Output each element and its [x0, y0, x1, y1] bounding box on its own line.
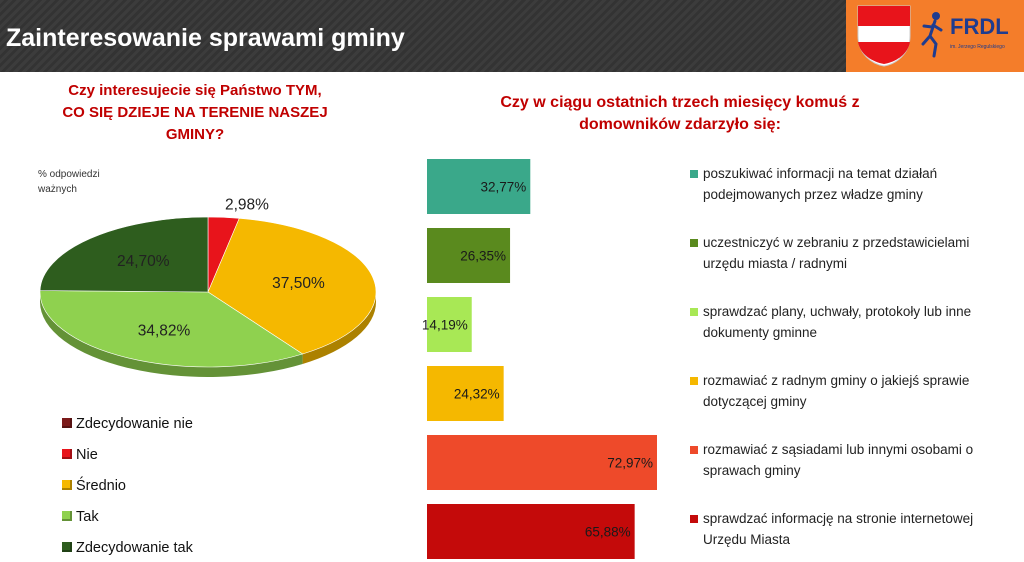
- pie-legend-item: Tak: [62, 509, 99, 525]
- legend-swatch: [690, 170, 698, 178]
- percent-note: % odpowiedzi ważnych: [38, 167, 148, 197]
- header-bar: Zainteresowanie sprawami gminy FRDL im. …: [0, 0, 1024, 72]
- legend-label: Zdecydowanie tak: [76, 540, 193, 556]
- legend-label: Urzędu Miasta: [703, 532, 791, 547]
- logo: FRDL im. Jerzego Regulskiego: [846, 0, 1024, 72]
- legend-swatch: [62, 542, 72, 552]
- bar: [427, 159, 531, 214]
- logo-subtext: im. Jerzego Regulskiego: [950, 44, 1005, 50]
- pie-legend-item: Zdecydowanie tak: [62, 540, 193, 556]
- bar-data-label: 14,19%: [422, 318, 468, 333]
- bar-legend-item: poszukiwać informacji na temat działań po…: [690, 163, 1010, 205]
- bar: [427, 297, 472, 352]
- left-question-line: Czy interesujecie się Państwo TYM,: [68, 82, 322, 99]
- legend-label: rozmawiać z sąsiadami lub innymi osobami…: [703, 442, 974, 457]
- pie-data-label: 37,50%: [272, 275, 325, 292]
- pie-slice: [39, 216, 209, 293]
- legend-label: dokumenty gminne: [703, 325, 818, 340]
- bar: [427, 435, 657, 490]
- right-question: Czy w ciągu ostatnich trzech miesięcy ko…: [440, 92, 920, 136]
- pie-slice-side: [40, 292, 303, 377]
- legend-label: sprawach gminy: [703, 463, 801, 478]
- bar-data-label: 24,32%: [454, 387, 500, 402]
- bar-data-label: 26,35%: [460, 249, 506, 264]
- bar-legend-item: rozmawiać z sąsiadami lub innymi osobami…: [690, 439, 1010, 481]
- bar-data-label: 72,97%: [607, 456, 653, 471]
- pie-data-label: 2,98%: [225, 196, 269, 213]
- bar-chart: 32,77% 26,35% 14,19% 24,32% 72,97% 65,88%: [422, 159, 657, 559]
- pie-chart: 2,98% 37,50% 34,82% 24,70%: [39, 196, 377, 377]
- runner-icon: [921, 12, 943, 58]
- pie-data-label: 24,70%: [117, 253, 170, 270]
- left-question-line: GMINY?: [165, 126, 225, 143]
- legend-swatch: [690, 515, 698, 523]
- legend-label: poszukiwać informacji na temat działań: [703, 166, 938, 181]
- pie-data-label: 34,82%: [138, 322, 191, 339]
- left-question: Czy interesujecie się Państwo TYM, CO SI…: [40, 80, 350, 146]
- bar-legend-item: sprawdzać plany, uchwały, protokoły lub …: [690, 301, 1010, 343]
- legend-label: Średnio: [76, 478, 126, 494]
- legend-swatch: [690, 446, 698, 454]
- legend-swatch: [62, 418, 72, 428]
- bar-legend-item: uczestniczyć w zebraniu z przedstawiciel…: [690, 232, 1010, 274]
- bar-data-label: 32,77%: [480, 180, 526, 195]
- legend-label: Nie: [76, 447, 98, 463]
- bar-legend-item: sprawdzać informację na stronie internet…: [690, 508, 1010, 550]
- bar: [427, 228, 511, 283]
- pie-slice: [207, 217, 377, 355]
- right-question-line: Czy w ciągu ostatnich trzech miesięcy ko…: [500, 94, 860, 111]
- legend-label: dotyczącej gminy: [703, 394, 807, 409]
- pie-slice-side: [302, 292, 376, 364]
- legend-label: podejmowanych przez władze gminy: [703, 187, 923, 202]
- left-question-line: CO SIĘ DZIEJE NA TERENIE NASZEJ: [62, 104, 328, 121]
- pie-slice: [39, 290, 304, 368]
- legend-label: uczestniczyć w zebraniu z przedstawiciel…: [703, 235, 970, 250]
- legend-label: sprawdzać plany, uchwały, protokoły lub …: [703, 304, 972, 319]
- percent-note-line: % odpowiedzi: [38, 169, 100, 180]
- legend-label: sprawdzać informację na stronie internet…: [703, 511, 974, 526]
- legend-swatch: [62, 449, 72, 459]
- legend-swatch: [690, 308, 698, 316]
- legend-label: urzędu miasta / radnymi: [703, 256, 848, 271]
- bar-data-label: 65,88%: [585, 525, 631, 540]
- page-title: Zainteresowanie sprawami gminy: [6, 24, 405, 52]
- coat-of-arms-icon: [857, 5, 911, 67]
- legend-swatch: [690, 377, 698, 385]
- legend-swatch: [62, 511, 72, 521]
- pie-legend-item: Nie: [62, 447, 98, 463]
- pie-legend-item: Zdecydowanie nie: [62, 416, 193, 432]
- right-question-line: domowników zdarzyło się:: [579, 116, 781, 133]
- legend-swatch: [62, 480, 72, 490]
- legend-swatch: [690, 239, 698, 247]
- legend-label: Tak: [76, 509, 99, 525]
- logo-text: FRDL: [950, 14, 1009, 39]
- bar: [427, 366, 504, 421]
- legend-label: Zdecydowanie nie: [76, 416, 193, 432]
- bar-legend-item: rozmawiać z radnym gminy o jakiejś spraw…: [690, 370, 1010, 412]
- percent-note-line: ważnych: [38, 184, 77, 195]
- bar: [427, 504, 635, 559]
- legend-label: rozmawiać z radnym gminy o jakiejś spraw…: [703, 373, 970, 388]
- pie-legend-item: Średnio: [62, 478, 126, 494]
